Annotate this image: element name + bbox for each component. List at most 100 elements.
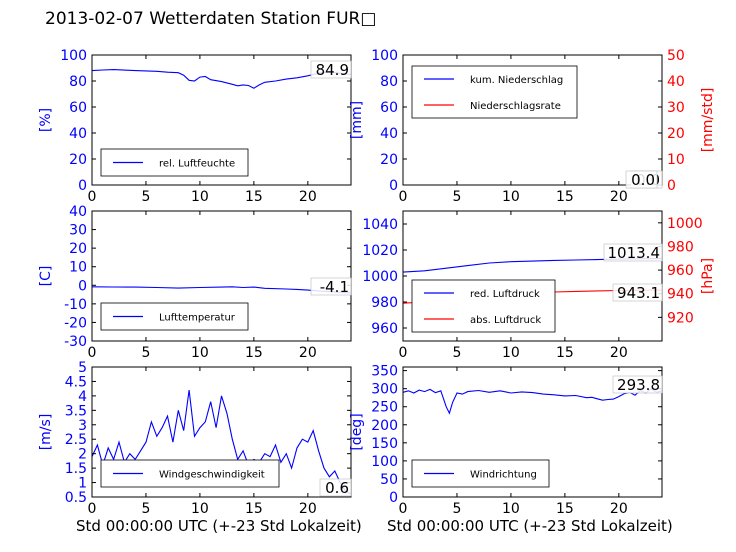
x-tick-label-windspeed: 15 bbox=[245, 501, 263, 517]
x-tick-label-pressure: 5 bbox=[452, 345, 461, 361]
x-tick-label-temperature: 15 bbox=[245, 345, 263, 361]
y-tick-label-winddir: 150 bbox=[371, 436, 398, 452]
y-tick-label-humidity: 100 bbox=[60, 48, 87, 64]
series-line-humidity-0 bbox=[92, 69, 351, 89]
y-axis-label-winddir: [deg] bbox=[349, 413, 365, 450]
x-tick-label-winddir: 10 bbox=[502, 501, 520, 517]
y-right-tick-label-pressure: 960 bbox=[667, 263, 694, 279]
x-tick-label-precip: 20 bbox=[610, 189, 628, 205]
x-axis-label-right: Std 00:00:00 UTC (+-23 Std Lokalzeit) bbox=[387, 517, 673, 535]
y-tick-label-winddir: 0 bbox=[389, 490, 398, 506]
y-tick-label-temperature: 20 bbox=[69, 241, 87, 257]
y-tick-label-precip: 0 bbox=[389, 178, 398, 194]
current-value-box-humidity bbox=[310, 60, 352, 79]
y-tick-label-windspeed: 2.5 bbox=[65, 432, 87, 448]
y-tick-label-windspeed: 1 bbox=[78, 476, 87, 492]
x-tick-label-humidity: 0 bbox=[88, 189, 97, 205]
legend-label-temperature-0: Lufttemperatur bbox=[159, 313, 236, 324]
current-value-pressure-1: 943.1 bbox=[617, 284, 660, 302]
panel-precip: 0 5 10 15 20 0 20 40 60 80 100 0 10 20 30 40 50 [mm] [mm/s… bbox=[349, 48, 716, 205]
y-tick-label-windspeed: 3 bbox=[78, 418, 87, 434]
legend-label-precip-0: kum. Niederschlag bbox=[470, 75, 563, 86]
x-axis-label-left: Std 00:00:00 UTC (+-23 Std Lokalzeit) bbox=[76, 517, 362, 535]
current-value-box-windspeed bbox=[319, 478, 352, 497]
y-tick-label-temperature: -30 bbox=[64, 334, 87, 350]
y-tick-label-humidity: 80 bbox=[69, 74, 87, 90]
panel-pressure: 0 5 10 15 20 960 980 1000 1020 1040 920 940 960 980 10… bbox=[362, 210, 716, 361]
legend-label-humidity-0: rel. Luftfeuchte bbox=[159, 159, 235, 170]
legend-pressure: red. Luftdruck abs. Luftdruck bbox=[411, 279, 556, 333]
figure-title: 2013-02-07 Wetterdaten Station FUR□ bbox=[45, 9, 377, 29]
legend-label-windspeed-0: Windgeschwindigkeit bbox=[159, 470, 265, 481]
x-tick-label-pressure: 10 bbox=[502, 345, 520, 361]
y-axis-label-temperature: [C] bbox=[38, 266, 54, 287]
x-tick-label-temperature: 0 bbox=[88, 345, 97, 361]
y-tick-label-windspeed: 4 bbox=[78, 389, 87, 405]
y-right-tick-label-pressure: 940 bbox=[667, 287, 694, 303]
legend-winddir: Windrichtung bbox=[411, 459, 550, 488]
legend-label-pressure-0: red. Luftdruck bbox=[470, 289, 540, 300]
legend-precip: kum. Niederschlag Niederschlagsrate bbox=[411, 65, 578, 119]
x-tick-label-winddir: 20 bbox=[610, 501, 628, 517]
x-tick-label-pressure: 0 bbox=[399, 345, 408, 361]
current-value-winddir: 293.8 bbox=[617, 376, 660, 394]
axes-frame-precip bbox=[402, 54, 663, 186]
x-tick-label-humidity: 5 bbox=[141, 189, 150, 205]
y-tick-label-pressure: 960 bbox=[371, 321, 398, 337]
y-right-tick-label-pressure: 1000 bbox=[667, 216, 703, 232]
y-tick-label-windspeed: 1.5 bbox=[65, 461, 87, 477]
y-tick-label-precip: 80 bbox=[380, 74, 398, 90]
y-tick-label-temperature: 30 bbox=[69, 223, 87, 239]
y-tick-label-pressure: 1040 bbox=[362, 217, 398, 233]
y-right-tick-label-precip: 40 bbox=[667, 74, 685, 90]
x-tick-label-precip: 0 bbox=[399, 189, 408, 205]
y-tick-label-precip: 20 bbox=[380, 152, 398, 168]
panel-humidity: 0 5 10 15 20 0 20 40 60 80 100 [%] rel. Luftfeuchte 8… bbox=[38, 48, 352, 205]
x-tick-label-humidity: 10 bbox=[191, 189, 209, 205]
x-tick-label-humidity: 15 bbox=[245, 189, 263, 205]
y-tick-label-winddir: 200 bbox=[371, 418, 398, 434]
y-tick-label-windspeed: 2 bbox=[78, 447, 87, 463]
y-tick-label-precip: 60 bbox=[380, 100, 398, 116]
axes-frame-windspeed bbox=[91, 366, 352, 498]
x-tick-label-winddir: 15 bbox=[556, 501, 574, 517]
current-value-windspeed: 0.6 bbox=[325, 479, 349, 497]
x-tick-label-temperature: 5 bbox=[141, 345, 150, 361]
panel-winddir: 0 5 10 15 20050100150200250300350[deg]Windri… bbox=[349, 364, 663, 517]
y-right-tick-label-precip: 20 bbox=[667, 126, 685, 142]
current-value-box-precip-1 bbox=[625, 170, 658, 189]
x-tick-label-precip: 15 bbox=[556, 189, 574, 205]
axes-frame-winddir bbox=[402, 366, 663, 498]
current-value-box-pressure-1 bbox=[612, 283, 663, 302]
y-right-tick-label-precip: 0 bbox=[667, 178, 676, 194]
y-tick-label-winddir: 100 bbox=[371, 454, 398, 470]
y-tick-label-winddir: 250 bbox=[371, 400, 398, 416]
y-tick-label-windspeed: 5 bbox=[78, 360, 87, 376]
legend-label-pressure-1: abs. Luftdruck bbox=[470, 315, 541, 326]
legend-windspeed: Windgeschwindigkeit bbox=[100, 459, 280, 488]
x-tick-label-precip: 10 bbox=[502, 189, 520, 205]
panel-windspeed: 0 5 10 15 200.511.522.533.544.55[m/s]Windges… bbox=[38, 360, 352, 517]
x-tick-label-temperature: 20 bbox=[299, 345, 317, 361]
axes-frame-humidity bbox=[91, 54, 352, 186]
y-tick-label-temperature: 10 bbox=[69, 260, 87, 276]
legend-temperature: Lufttemperatur bbox=[100, 302, 249, 331]
x-tick-label-precip: 5 bbox=[452, 189, 461, 205]
legend-box-precip bbox=[411, 65, 578, 119]
y-right-axis-label-precip: [mm/std] bbox=[700, 88, 716, 153]
panel-temperature: 0 5 10 15 20 -30 -20 -10 0 10 20 30 40 [C] Lufttempera… bbox=[38, 204, 352, 361]
y-right-tick-label-precip: 50 bbox=[667, 48, 685, 64]
y-tick-label-temperature: 0 bbox=[78, 278, 87, 294]
y-tick-label-windspeed: 3.5 bbox=[65, 403, 87, 419]
x-tick-label-windspeed: 20 bbox=[299, 501, 317, 517]
y-tick-label-temperature: 40 bbox=[69, 204, 87, 220]
x-tick-label-pressure: 20 bbox=[610, 345, 628, 361]
legend-humidity: rel. Luftfeuchte bbox=[100, 148, 249, 177]
current-value-box-pressure bbox=[603, 243, 663, 262]
y-right-tick-label-pressure: 980 bbox=[667, 239, 694, 255]
series-line-windspeed-0 bbox=[92, 390, 351, 495]
y-right-tick-label-precip: 10 bbox=[667, 152, 685, 168]
y-tick-label-winddir: 50 bbox=[380, 472, 398, 488]
y-tick-label-humidity: 0 bbox=[78, 178, 87, 194]
y-tick-label-temperature: -20 bbox=[64, 315, 87, 331]
